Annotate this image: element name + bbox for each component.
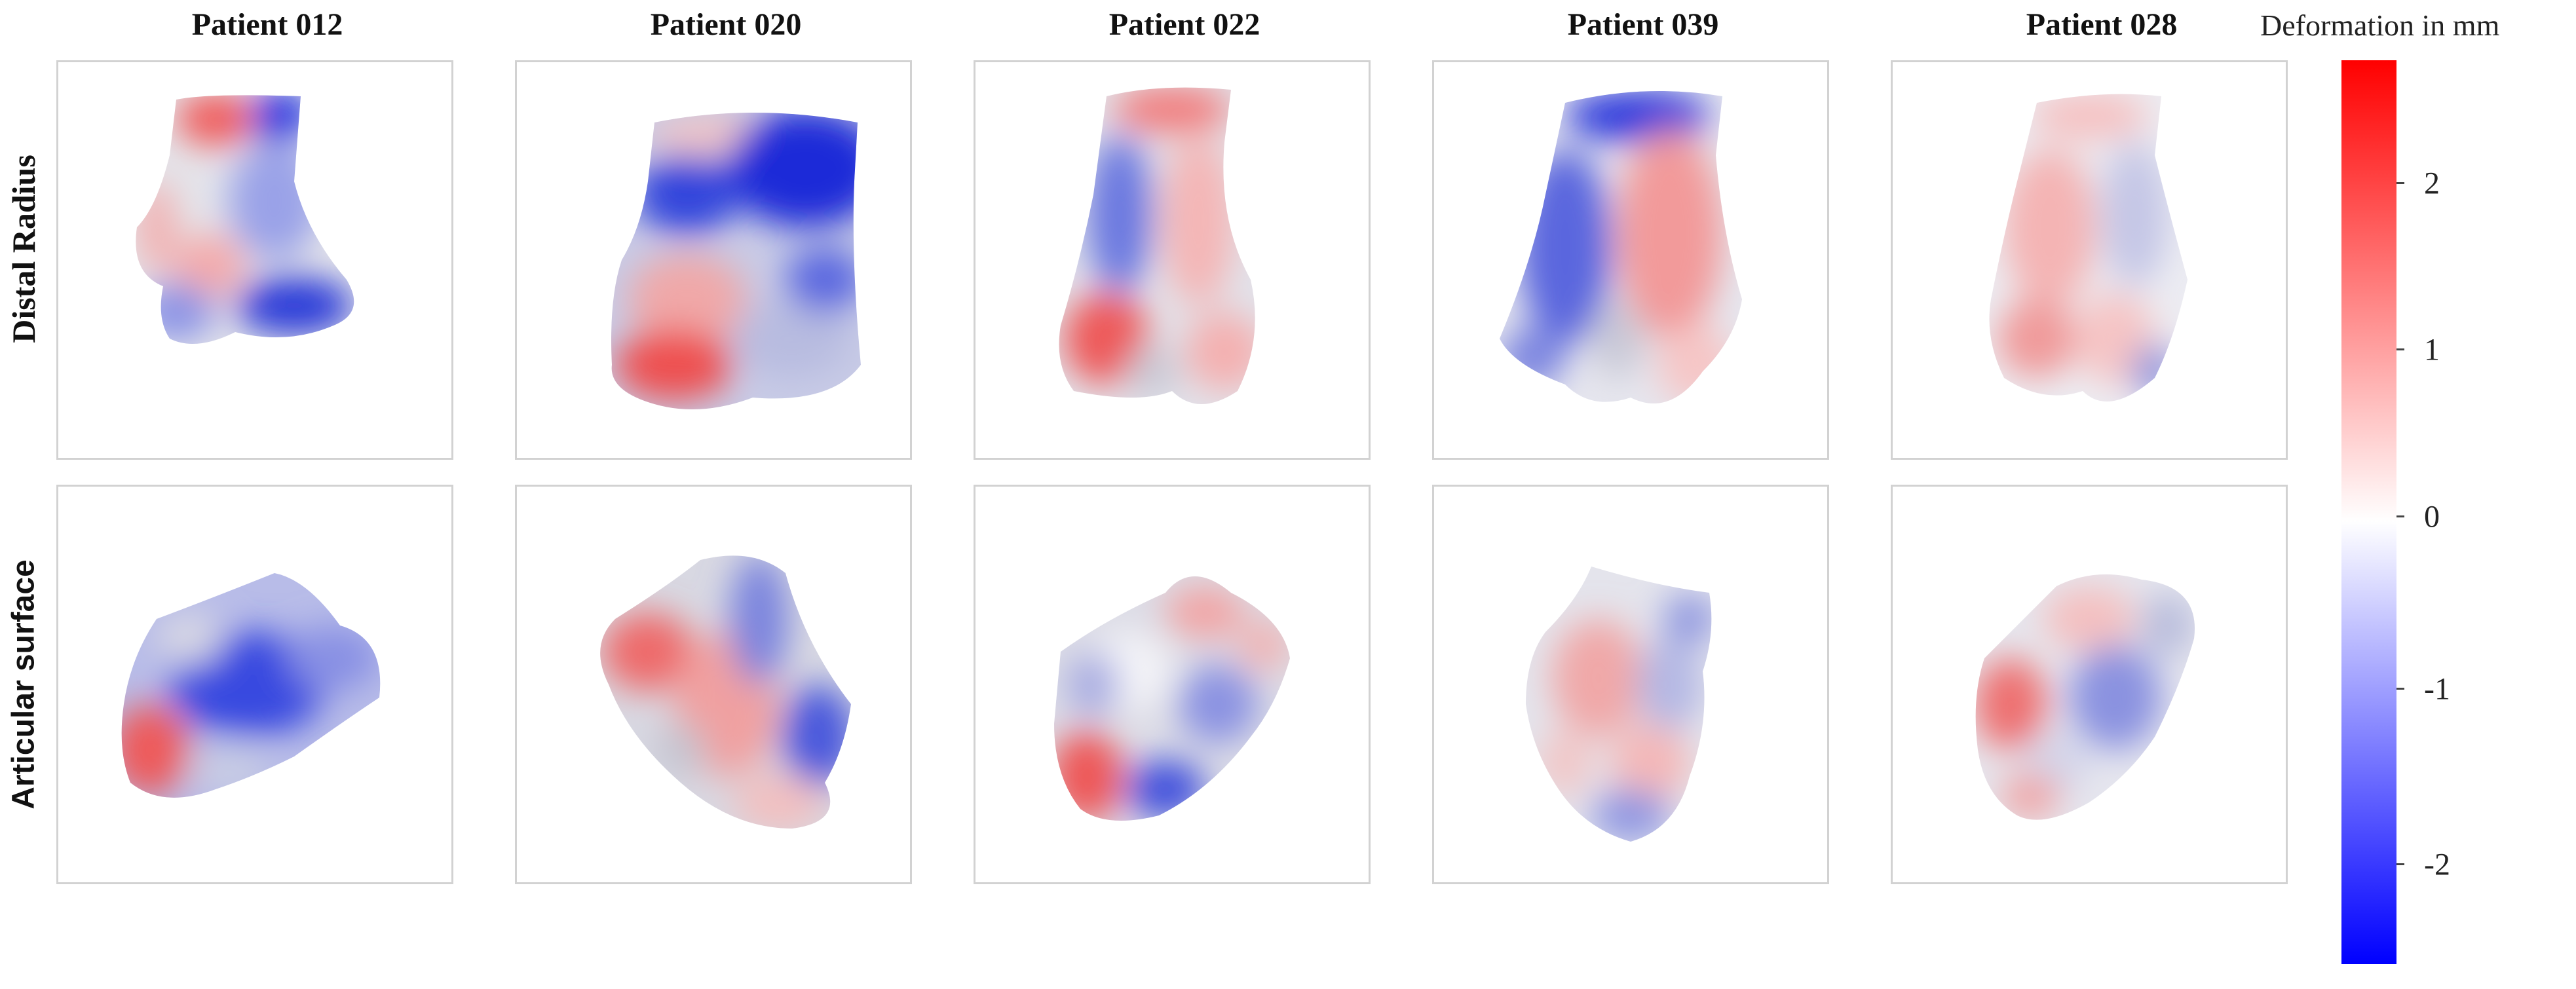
panel-distal-radius-patient-012 (56, 60, 453, 460)
column-title-patient-012: Patient 012 (191, 7, 343, 42)
bone-surface-distal-radius-012 (136, 95, 354, 344)
colorbar-tick-minus-1: -1 (2424, 671, 2450, 707)
colorbar-title: Deformation in mm (2260, 9, 2500, 42)
bone-surface-articular-022 (1054, 576, 1290, 821)
colorbar-tick-minus-2: -2 (2424, 847, 2450, 882)
column-title-patient-022: Patient 022 (1108, 7, 1260, 42)
panel-distal-radius-patient-020 (515, 60, 912, 460)
panel-distal-radius-patient-022 (974, 60, 1371, 460)
bone-surface-distal-radius-020 (611, 113, 861, 409)
panel-articular-surface-patient-039 (1432, 485, 1829, 884)
colorbar-tick-mark-1 (2396, 348, 2404, 350)
bone-surface-distal-radius-022 (1059, 87, 1255, 405)
column-title-patient-020: Patient 020 (650, 7, 802, 42)
colorbar-tick-0: 0 (2424, 499, 2440, 534)
panel-articular-surface-patient-028 (1891, 485, 2288, 884)
bone-surface-articular-039 (1526, 567, 1712, 842)
column-title-patient-039: Patient 039 (1567, 7, 1719, 42)
colorbar-tick-mark-minus-2 (2396, 863, 2404, 865)
colorbar-gradient (2341, 60, 2396, 964)
panel-distal-radius-patient-028 (1891, 60, 2288, 460)
bone-surface-articular-012 (121, 573, 381, 798)
bone-surface-articular-028 (1975, 574, 2195, 820)
panel-articular-surface-patient-020 (515, 485, 912, 884)
colorbar-tick-2: 2 (2424, 166, 2440, 201)
row-label-articular-surface-text: Articular surface (6, 559, 41, 810)
bone-surface-distal-radius-028 (1989, 94, 2188, 402)
colorbar-tick-mark-0 (2396, 515, 2404, 517)
column-title-patient-028: Patient 028 (2026, 7, 2178, 42)
bone-surface-distal-radius-039 (1500, 91, 1742, 403)
panel-articular-surface-patient-012 (56, 485, 453, 884)
colorbar-tick-1: 1 (2424, 332, 2440, 367)
colorbar-tick-mark-minus-1 (2396, 688, 2404, 690)
bone-surface-articular-020 (600, 555, 851, 829)
row-label-distal-radius-text: Distal Radius (5, 155, 42, 343)
panel-distal-radius-patient-039 (1432, 60, 1829, 460)
panel-articular-surface-patient-022 (974, 485, 1371, 884)
colorbar-tick-mark-2 (2396, 182, 2404, 184)
